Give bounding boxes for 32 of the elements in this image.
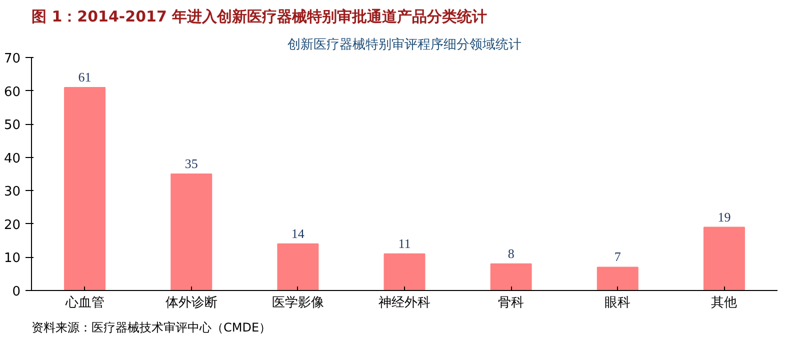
y-tick-label: 70 bbox=[4, 52, 21, 66]
bar bbox=[703, 226, 745, 290]
x-tick-label: 其他 bbox=[711, 296, 738, 310]
x-tick-label: 神经外科 bbox=[378, 296, 430, 310]
text: 资料来源：医疗器械技术审评中心（CMDE） bbox=[32, 320, 272, 334]
chart-subtitle: 创新医疗器械特别审评程序细分领域统计 bbox=[288, 36, 522, 52]
bar bbox=[596, 266, 638, 290]
x-tick-label: 心血管 bbox=[64, 294, 104, 310]
y-tick-label: 50 bbox=[4, 118, 21, 134]
data-label: 19 bbox=[718, 209, 731, 224]
y-tick-label: 30 bbox=[4, 184, 21, 200]
x-tick-label: 骨科 bbox=[498, 296, 524, 310]
x-tick-label: 医学影像 bbox=[272, 296, 324, 310]
x-tick-label: 眼科 bbox=[604, 296, 631, 310]
bar bbox=[170, 174, 212, 290]
bar bbox=[277, 243, 319, 290]
data-label: 7 bbox=[614, 249, 622, 264]
data-label: 14 bbox=[291, 226, 305, 241]
y-tick-label: 10 bbox=[4, 251, 21, 266]
data-label: 8 bbox=[508, 246, 514, 261]
y-tick-label: 0 bbox=[12, 284, 21, 300]
data-label: 61 bbox=[78, 69, 92, 84]
y-tick-label: 60 bbox=[4, 84, 21, 100]
x-tick-label: 体外诊断 bbox=[165, 296, 218, 310]
bar bbox=[64, 86, 106, 290]
y-tick-label: 40 bbox=[4, 151, 21, 166]
data-label: 11 bbox=[398, 236, 411, 251]
chart-title: 图 1：2014-2017 年进入创新医疗器械特别审批通道产品分类统计 bbox=[32, 8, 488, 26]
y-tick-label: 20 bbox=[4, 218, 21, 233]
bar bbox=[384, 253, 426, 290]
data-label: 35 bbox=[184, 156, 198, 171]
bar bbox=[490, 263, 532, 290]
